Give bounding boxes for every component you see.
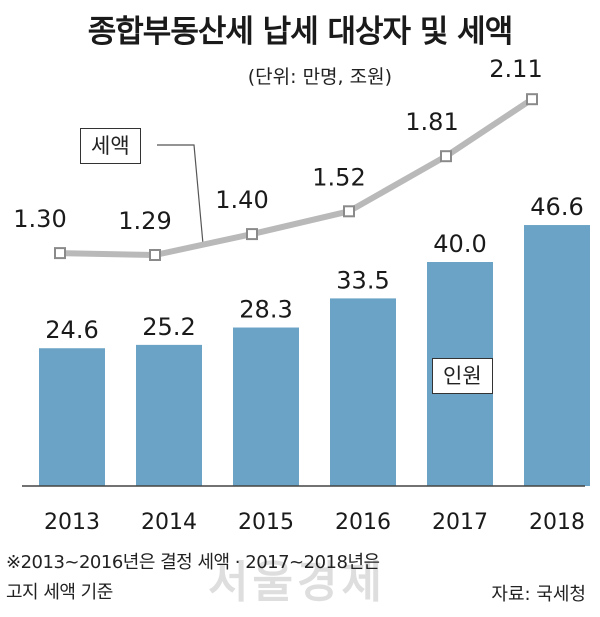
line-label-2014: 1.29 <box>118 207 171 235</box>
bar-label-2015: 28.3 <box>239 296 292 324</box>
footnote-line-1: ※2013~2016년은 결정 세액 · 2017~2018년은 <box>6 552 380 573</box>
bar-label-2014: 25.2 <box>142 313 195 341</box>
chart-canvas: 24.6 25.228.333.540.046.6 2013 2014 2015 201… <box>13 55 590 535</box>
x-tick-2014: 2014 <box>141 510 197 535</box>
marker-2015 <box>246 228 258 241</box>
bar-2014 <box>136 344 202 486</box>
line-value-labels: 1.30 1.29 1.40 1.52 1.81 2.11 <box>13 55 542 235</box>
line-label-2013: 1.30 <box>13 205 66 233</box>
bar-value-labels: 24.6 25.2 28.3 33.5 40.0 46.6 <box>45 193 583 344</box>
marker-2014 <box>149 249 161 261</box>
line-legend-connector <box>157 144 204 245</box>
bar-legend-tag: 인원 <box>432 358 493 394</box>
line-label-2017: 1.81 <box>405 108 458 136</box>
bar-label-2017: 40.0 <box>433 230 486 258</box>
bar-label-2018: 46.6 <box>530 193 583 221</box>
x-tick-2017: 2017 <box>432 510 488 535</box>
marker-2016 <box>343 205 355 218</box>
x-tick-2015: 2015 <box>238 510 294 535</box>
marker-2018 <box>526 93 538 106</box>
footnote-line-2: 고지 세액 기준 <box>6 582 113 603</box>
footnote: ※2013~2016년은 결정 세액 · 2017~2018년은 고지 세액 기… <box>6 548 380 608</box>
marker-2017 <box>440 150 452 163</box>
line-label-2015: 1.40 <box>215 186 268 214</box>
chart-title: 종합부동산세 납세 대상자 및 세액 <box>87 14 513 50</box>
x-tick-2016: 2016 <box>335 510 391 535</box>
line-series <box>59 96 534 258</box>
bar-label-2013: 24.6 <box>45 316 98 344</box>
bar-2018 <box>524 225 590 487</box>
bar-2013 <box>39 348 105 486</box>
source-label: 자료: 국세청 <box>491 584 586 605</box>
bar-series <box>39 225 590 487</box>
bar-2015 <box>233 327 299 486</box>
bar-2016 <box>330 298 396 486</box>
x-tick-2018: 2018 <box>529 510 585 535</box>
bar-label-2016: 33.5 <box>336 266 389 294</box>
line-markers <box>54 93 538 261</box>
line-label-2018: 2.11 <box>489 55 542 83</box>
line-legend-tag: 세액 <box>80 128 141 164</box>
unit-label: (단위: 만명, 조원) <box>247 66 392 88</box>
x-axis-ticks: 2013 2014 2015 2016 2017 2018 <box>44 510 585 535</box>
marker-2013 <box>54 247 66 260</box>
line-label-2016: 1.52 <box>312 163 365 191</box>
x-tick-2013: 2013 <box>44 510 100 535</box>
